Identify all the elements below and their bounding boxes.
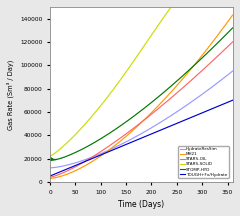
X-axis label: Time (Days): Time (Days): [118, 200, 164, 209]
Y-axis label: Gas Rate (Sm³ / Day): Gas Rate (Sm³ / Day): [7, 59, 14, 130]
Legend: HydrateResSim, MH21, STARS-OIL, STARS-SOLID, STOMP-HYD, TOUGH+Fx/Hydrate: HydrateResSim, MH21, STARS-OIL, STARS-SO…: [178, 146, 229, 178]
